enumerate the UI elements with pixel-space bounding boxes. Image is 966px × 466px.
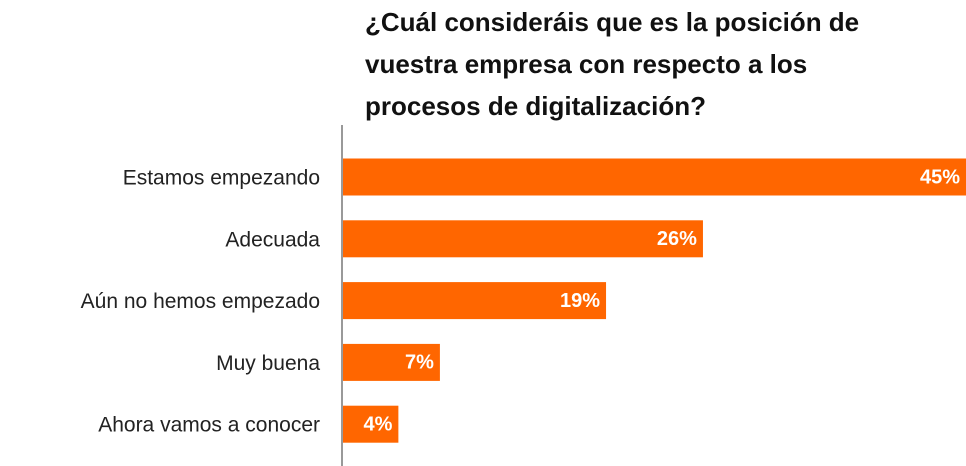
category-label: Muy buena [216,352,320,375]
bar [343,282,607,320]
value-label: 19% [560,290,600,312]
bar [343,343,440,381]
bar [343,220,703,258]
category-label: Ahora vamos a conocer [98,414,320,437]
value-label: 7% [405,352,434,374]
bar [343,405,399,443]
category-label: Estamos empezando [123,167,320,190]
value-label: 4% [363,413,392,435]
chart-title: ¿Cuál consideráis que es la posición de [365,7,859,37]
chart-title: vuestra empresa con respecto a los [365,49,807,79]
value-label: 26% [657,228,697,250]
chart-title: procesos de digitalización? [365,91,706,121]
category-label: Adecuada [225,228,320,251]
bar [343,158,966,196]
value-label: 45% [920,166,960,188]
category-label: Aún no hemos empezado [81,290,320,313]
